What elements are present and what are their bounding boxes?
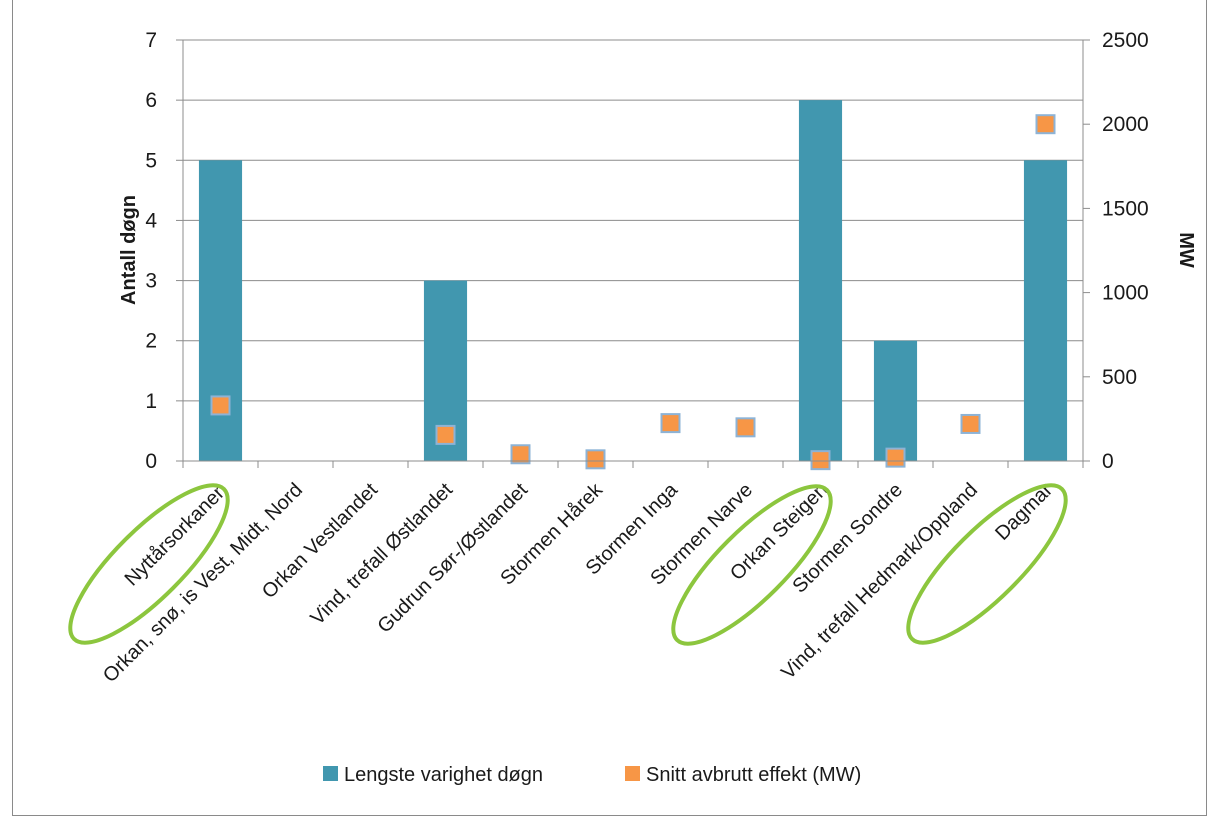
legend-swatch-marker <box>625 766 640 781</box>
right-tick-label: 0 <box>1102 450 1114 473</box>
marker-series <box>210 114 1056 471</box>
legend: Lengste varighet døgn Snitt avbrutt effe… <box>323 764 861 786</box>
highlight-ellipse <box>68 483 230 645</box>
left-tick-label: 3 <box>145 270 157 293</box>
left-tick-label: 1 <box>145 390 157 413</box>
right-tick-label: 500 <box>1102 366 1137 389</box>
left-tick-label: 2 <box>145 330 157 353</box>
category-label: Dagmar <box>991 479 1057 545</box>
right-axis-ticks: 0 500 1000 1500 2000 2500 <box>1102 29 1149 473</box>
marker <box>510 444 531 465</box>
y-axis-title: Antall døgn <box>118 195 140 305</box>
legend-label-bar: Lengste varighet døgn <box>344 764 543 786</box>
marker <box>435 424 456 445</box>
y2-axis-title: MW <box>1175 232 1197 268</box>
marker <box>210 395 231 416</box>
legend-label-marker: Snitt avbrutt effekt (MW) <box>646 764 861 786</box>
left-tick-label: 6 <box>145 89 157 112</box>
marker <box>810 450 831 471</box>
marker <box>960 413 981 434</box>
highlight-ellipses <box>68 483 1068 646</box>
category-label: Vind, trefall Østlandet <box>307 479 458 630</box>
marker <box>885 447 906 468</box>
bar <box>1023 160 1068 462</box>
category-label: Gudrun Sør-/Østlandet <box>373 479 532 638</box>
legend-swatch-bar <box>323 766 338 781</box>
left-tick-label: 4 <box>145 209 157 232</box>
left-tick-label: 0 <box>145 450 157 473</box>
left-tick-label: 5 <box>145 149 157 172</box>
left-axis-ticks: 0 1 2 3 4 5 6 7 <box>145 29 157 473</box>
bar <box>798 100 843 462</box>
right-tick-label: 2000 <box>1102 113 1149 136</box>
marker <box>585 449 606 470</box>
bar <box>198 160 243 462</box>
right-tick-label: 1000 <box>1102 282 1149 305</box>
left-tick-label: 7 <box>145 29 157 52</box>
marker <box>735 417 756 438</box>
right-tick-label: 1500 <box>1102 197 1149 220</box>
bar <box>873 340 918 461</box>
marker <box>660 413 681 434</box>
highlight-ellipse <box>671 484 833 646</box>
right-tick-label: 2500 <box>1102 29 1149 52</box>
marker <box>1035 114 1056 135</box>
axes <box>176 39 1090 468</box>
gridlines <box>183 39 1083 462</box>
highlight-ellipse <box>906 483 1068 645</box>
